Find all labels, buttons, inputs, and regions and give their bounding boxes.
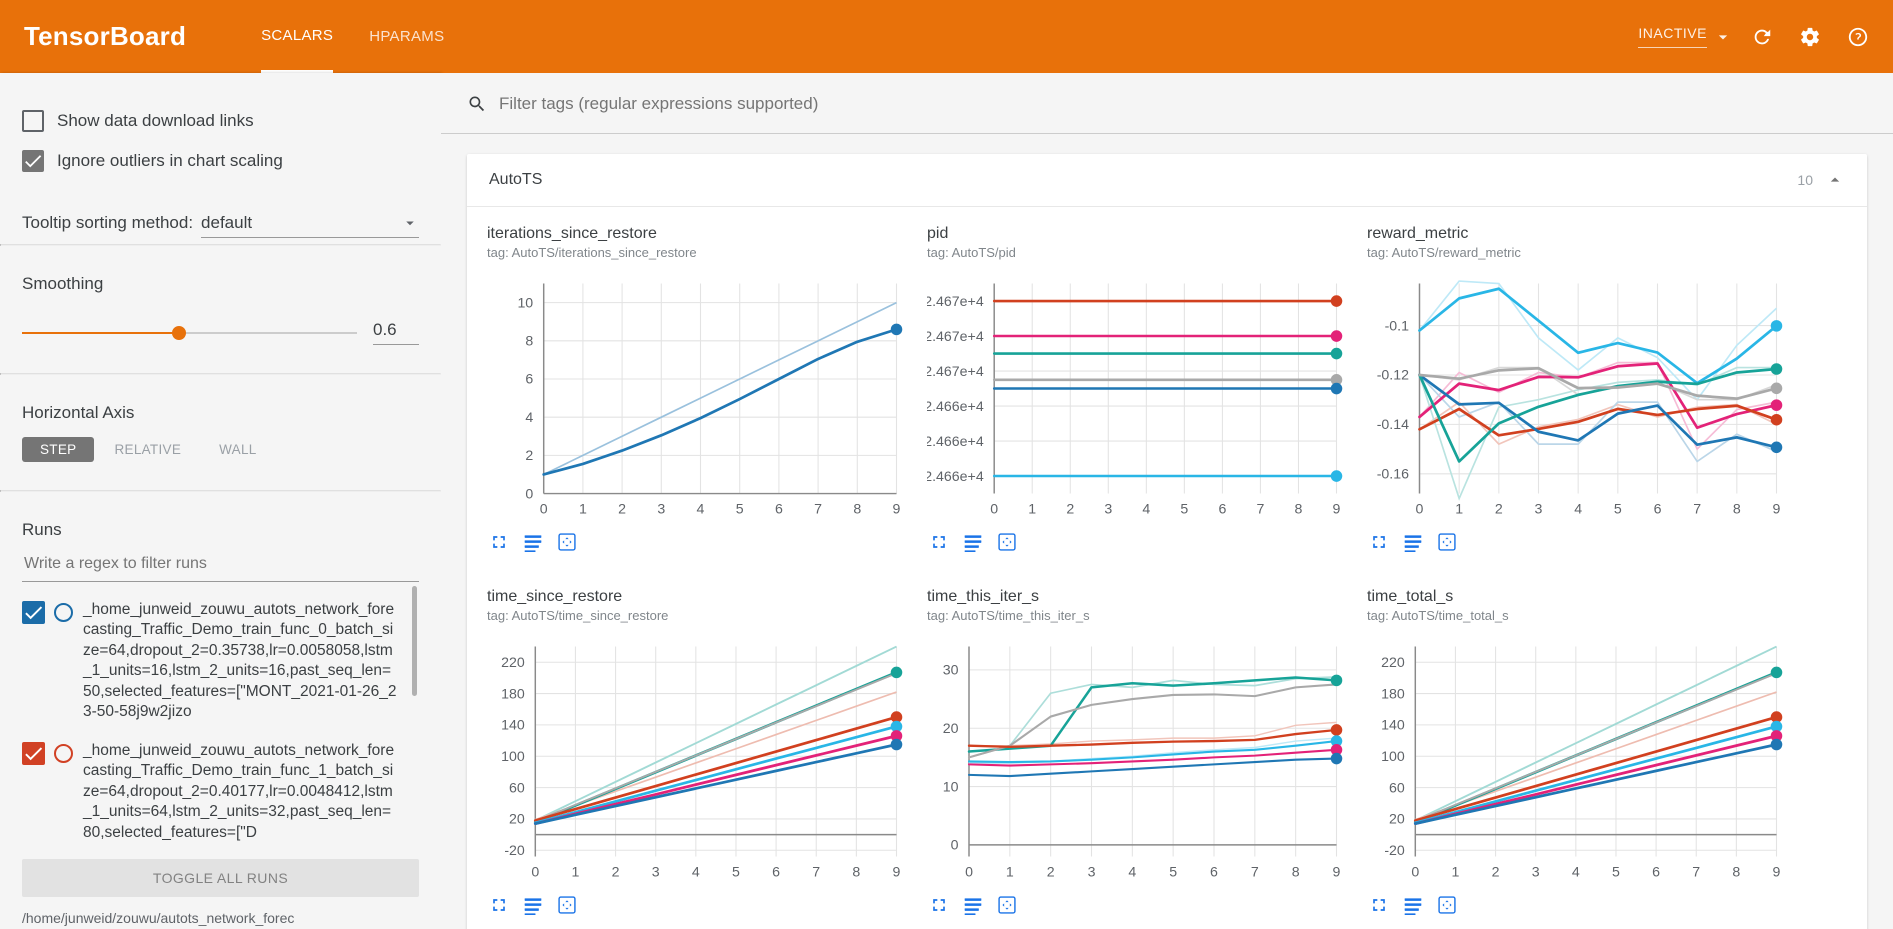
svg-text:-0.16: -0.16 xyxy=(1377,467,1409,483)
svg-text:9: 9 xyxy=(1333,502,1341,518)
svg-text:2: 2 xyxy=(1495,502,1503,518)
svg-text:4: 4 xyxy=(692,865,700,881)
svg-text:2: 2 xyxy=(1047,865,1055,881)
svg-text:8: 8 xyxy=(1292,865,1300,881)
svg-text:0: 0 xyxy=(951,838,959,854)
svg-text:3: 3 xyxy=(657,502,665,518)
svg-text:3: 3 xyxy=(1088,865,1096,881)
svg-text:9: 9 xyxy=(1773,502,1781,518)
svg-text:7: 7 xyxy=(812,865,820,881)
svg-text:100: 100 xyxy=(1381,749,1405,765)
svg-text:4: 4 xyxy=(1574,502,1582,518)
svg-text:7: 7 xyxy=(1251,865,1259,881)
svg-text:6: 6 xyxy=(772,865,780,881)
svg-text:0: 0 xyxy=(1416,502,1424,518)
svg-text:2.467e+4: 2.467e+4 xyxy=(927,294,984,310)
svg-text:3: 3 xyxy=(1104,502,1112,518)
svg-text:0: 0 xyxy=(531,865,539,881)
svg-text:100: 100 xyxy=(501,749,525,765)
svg-text:9: 9 xyxy=(893,502,901,518)
svg-text:1: 1 xyxy=(1028,502,1036,518)
svg-text:2.467e+4: 2.467e+4 xyxy=(927,364,984,380)
svg-text:1: 1 xyxy=(579,502,587,518)
svg-text:1: 1 xyxy=(571,865,579,881)
svg-text:6: 6 xyxy=(1654,502,1662,518)
svg-text:8: 8 xyxy=(1732,865,1740,881)
svg-text:6: 6 xyxy=(1652,865,1660,881)
svg-text:140: 140 xyxy=(501,718,525,734)
svg-text:7: 7 xyxy=(1693,502,1701,518)
svg-text:220: 220 xyxy=(1381,655,1405,671)
svg-text:-0.1: -0.1 xyxy=(1385,318,1410,334)
svg-text:10: 10 xyxy=(517,295,533,311)
svg-text:2: 2 xyxy=(1066,502,1074,518)
svg-text:8: 8 xyxy=(852,865,860,881)
svg-text:2: 2 xyxy=(612,865,620,881)
svg-text:20: 20 xyxy=(509,812,525,828)
svg-text:5: 5 xyxy=(736,502,744,518)
svg-text:3: 3 xyxy=(1532,865,1540,881)
svg-text:-0.12: -0.12 xyxy=(1377,368,1409,384)
svg-text:-20: -20 xyxy=(1384,843,1405,859)
svg-text:9: 9 xyxy=(1333,865,1341,881)
svg-text:5: 5 xyxy=(1614,502,1622,518)
svg-text:1: 1 xyxy=(1455,502,1463,518)
svg-text:5: 5 xyxy=(732,865,740,881)
svg-text:10: 10 xyxy=(943,779,959,795)
svg-text:8: 8 xyxy=(853,502,861,518)
svg-text:2: 2 xyxy=(618,502,626,518)
svg-text:3: 3 xyxy=(1535,502,1543,518)
svg-text:20: 20 xyxy=(943,721,959,737)
svg-text:30: 30 xyxy=(943,663,959,679)
svg-text:20: 20 xyxy=(1389,812,1405,828)
svg-text:8: 8 xyxy=(525,334,533,350)
svg-text:220: 220 xyxy=(501,655,525,671)
svg-text:6: 6 xyxy=(525,372,533,388)
svg-text:8: 8 xyxy=(1733,502,1741,518)
svg-text:4: 4 xyxy=(525,410,533,426)
svg-text:7: 7 xyxy=(814,502,822,518)
svg-text:2.466e+4: 2.466e+4 xyxy=(927,399,984,415)
svg-text:180: 180 xyxy=(1381,686,1405,702)
svg-text:60: 60 xyxy=(509,780,525,796)
svg-text:0: 0 xyxy=(965,865,973,881)
svg-text:6: 6 xyxy=(1218,502,1226,518)
svg-text:60: 60 xyxy=(1389,780,1405,796)
svg-text:0: 0 xyxy=(540,502,548,518)
svg-text:3: 3 xyxy=(652,865,660,881)
svg-text:4: 4 xyxy=(697,502,705,518)
svg-text:-0.14: -0.14 xyxy=(1377,417,1409,433)
svg-text:2.467e+4: 2.467e+4 xyxy=(927,329,984,345)
svg-text:0: 0 xyxy=(525,486,533,502)
svg-text:6: 6 xyxy=(775,502,783,518)
svg-text:2.466e+4: 2.466e+4 xyxy=(927,434,984,450)
svg-text:7: 7 xyxy=(1257,502,1265,518)
svg-text:5: 5 xyxy=(1180,502,1188,518)
svg-text:4: 4 xyxy=(1128,865,1136,881)
svg-text:2: 2 xyxy=(525,448,533,464)
svg-text:5: 5 xyxy=(1169,865,1177,881)
svg-text:-20: -20 xyxy=(504,843,525,859)
svg-text:6: 6 xyxy=(1210,865,1218,881)
svg-text:1: 1 xyxy=(1006,865,1014,881)
svg-text:1: 1 xyxy=(1451,865,1459,881)
svg-text:0: 0 xyxy=(990,502,998,518)
svg-text:4: 4 xyxy=(1572,865,1580,881)
svg-text:2: 2 xyxy=(1492,865,1500,881)
svg-text:2.466e+4: 2.466e+4 xyxy=(927,469,984,485)
svg-text:4: 4 xyxy=(1142,502,1150,518)
svg-text:140: 140 xyxy=(1381,718,1405,734)
svg-text:180: 180 xyxy=(501,686,525,702)
svg-text:9: 9 xyxy=(1773,865,1781,881)
svg-text:0: 0 xyxy=(1411,865,1419,881)
svg-text:8: 8 xyxy=(1295,502,1303,518)
svg-text:5: 5 xyxy=(1612,865,1620,881)
svg-text:9: 9 xyxy=(893,865,901,881)
svg-text:7: 7 xyxy=(1692,865,1700,881)
